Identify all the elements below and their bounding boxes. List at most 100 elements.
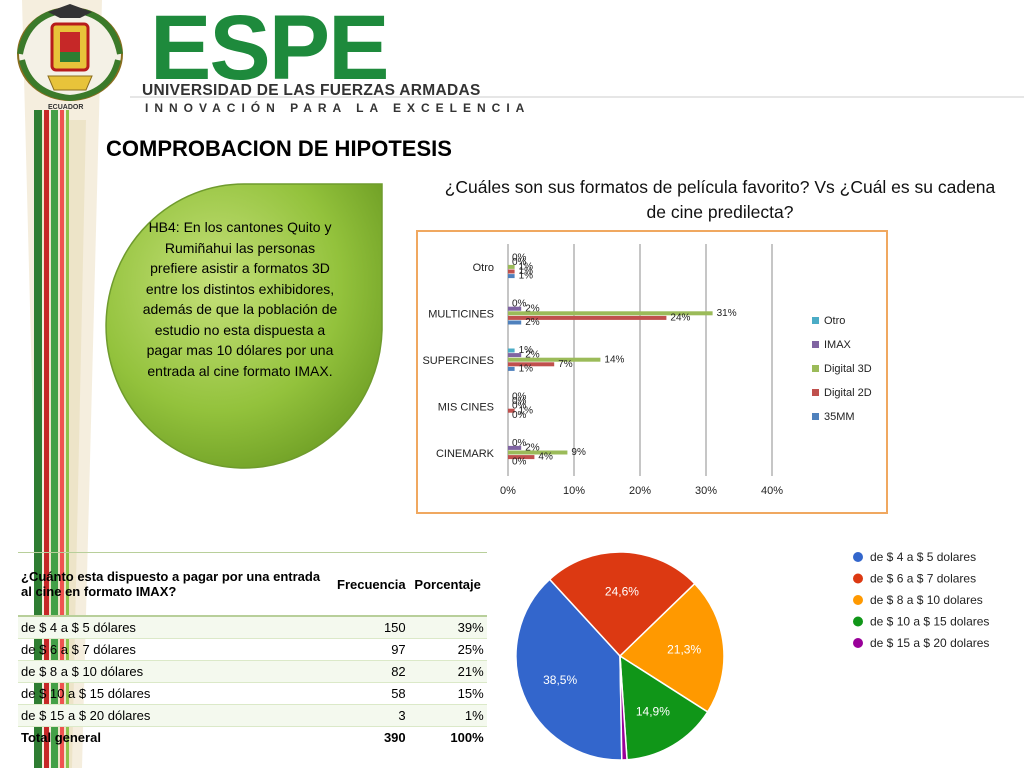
table-cell: 100% [408,726,487,748]
bar-chart: 0% 10% 20% 30% 40%Otro0%0%1%1%1%MULTICINES0%… [422,244,872,497]
bar-data-label: 2% [525,317,540,328]
pie-legend: de $ 4 a $ 5 dolares de $ 6 a $ 7 dolares… [853,550,989,650]
table-cell: 3 [334,704,409,727]
y-category-label: SUPERCINES [422,355,494,367]
table-cell: 390 [334,726,409,748]
bar-data-label: 0% [512,396,527,407]
brand-motto: INNOVACIÓN PARA LA EXCELENCIA [145,101,531,115]
legend-swatch [812,413,819,420]
bar-data-label: 7% [558,359,573,370]
pie-slice [548,551,696,658]
table-header-percentage: Porcentaje [414,576,481,592]
bar [508,362,555,367]
bar-data-label: 9% [571,447,586,458]
bar [508,357,601,362]
table-cell: 21% [408,660,487,683]
table-cell: de $ 15 a $ 20 dólares [18,704,334,727]
bar [508,274,515,279]
x-tick-label: 0% [500,485,516,497]
legend-label: de $ 10 a $ 15 dolares [870,615,989,629]
table-cell: de $ 8 a $ 10 dólares [18,660,334,683]
table-row: de $ 6 a $ 7 dólares 97 25% [18,638,487,661]
legend-label: de $ 6 a $ 7 dolares [870,572,976,586]
legend-label: IMAX [824,339,852,351]
brand-subtitle: UNIVERSIDAD DE LAS FUERZAS ARMADAS [142,82,481,99]
bar-data-label: 0% [512,438,527,449]
legend-swatch [812,365,819,372]
legend-label: de $ 4 a $ 5 dolares [870,550,976,564]
bar-data-label: 2% [525,443,540,454]
bar-data-label: 1% [519,266,534,277]
legend-label: Digital 2D [824,387,872,399]
table-row: de $ 4 a $ 5 dólares 150 39% [18,616,487,639]
bar-data-label: 2% [525,350,540,361]
slide-title: COMPROBACION DE HIPOTESIS [106,136,452,161]
pie-data-label: 21,3% [667,643,701,657]
table-row: de $ 10 a $ 15 dólares 58 15% [18,682,487,705]
table-cell: Total general [18,726,334,748]
bar [508,450,568,455]
pie-slice [619,654,709,761]
legend-label: 35MM [824,411,855,423]
legend-label: Otro [824,315,845,327]
bar [508,348,515,353]
table-cell: de $ 6 a $ 7 dólares [18,638,334,661]
bar [508,455,535,460]
left-decoration [22,0,102,768]
bar [508,315,667,320]
bar-data-label: 14% [604,354,624,365]
bar-data-label: 1% [519,262,534,273]
bar [508,306,522,311]
legend-swatch [853,552,863,562]
y-category-label: CINEMARK [436,448,495,460]
bar-data-label: 0% [512,456,527,467]
header-divider [130,96,1024,98]
pie-chart: 38,5% 24,6% 21,3% 14,9% [515,551,725,761]
bar [508,366,515,371]
imax-price-table: ¿Cuánto esta dispuesto a pagar por una e… [18,552,487,748]
table-cell: 58 [334,682,409,705]
bar-data-label: 1% [519,345,534,356]
legend-swatch [853,616,863,627]
legend-swatch [812,341,819,348]
brand-wordmark: ESPE [150,0,389,99]
legend-swatch [853,638,863,648]
table-cell: 97 [334,638,409,661]
table-cell: 15% [408,682,487,705]
bar [508,445,522,450]
seal-caption: ECUADOR [48,104,84,111]
table-cell: 82 [334,660,409,683]
legend-swatch [812,317,819,324]
y-category-label: Otro [473,262,494,274]
legend-label: Digital 3D [824,363,872,375]
table-cell: 25% [408,638,487,661]
table-row: de $ 8 a $ 10 dólares 82 21% [18,660,487,683]
x-tick-label: 10% [563,485,585,497]
bar-data-label: 0% [512,257,527,268]
y-category-label: MULTICINES [428,309,494,321]
bar [508,311,713,316]
pie-data-label: 14,9% [636,704,670,718]
pie-slice [619,655,628,761]
table-cell: 1% [408,704,487,727]
bar-data-label: 0% [512,410,527,421]
pie-slice [515,578,623,761]
table-cell: de $ 10 a $ 15 dólares [18,682,334,705]
bar [508,408,515,413]
bar-chart-frame [416,230,888,514]
legend-swatch [853,573,863,584]
bar-data-label: 1% [519,271,534,282]
chart-question: ¿Cuáles son sus formatos de película fav… [444,177,996,222]
hypothesis-bubble [105,183,383,469]
bar-data-label: 0% [512,299,527,310]
bar-data-label: 2% [525,303,540,314]
hypothesis-text: HB4: En los cantones Quito y Rumiñahui l… [142,219,338,379]
table-header-question: ¿Cuánto esta dispuesto a pagar por una e… [21,569,321,599]
legend-swatch [853,595,863,605]
table-cell: 150 [334,616,409,639]
pie-slice [618,582,725,713]
bar [508,353,522,358]
pie-data-label: 38,5% [543,673,577,687]
bar-data-label: 0% [512,401,527,412]
x-tick-label: 20% [629,485,651,497]
